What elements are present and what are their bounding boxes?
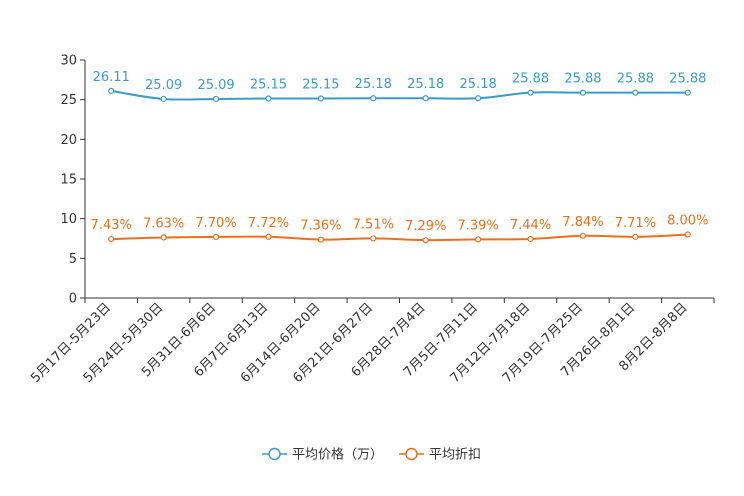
legend-marker-0[interactable]: [268, 447, 281, 461]
legend-marker-1[interactable]: [405, 447, 418, 461]
series-1-point[interactable]: [317, 236, 324, 243]
series-1-point[interactable]: [265, 233, 272, 240]
series-0-point[interactable]: [632, 89, 639, 96]
y-tick-label: 30: [60, 54, 77, 69]
series-1-point[interactable]: [684, 231, 691, 238]
series-0-data-label: 25.15: [250, 77, 287, 92]
series-0-point[interactable]: [212, 95, 220, 103]
series-1-data-label: 7.63%: [143, 216, 184, 231]
series: [108, 87, 691, 244]
series-0-point[interactable]: [684, 89, 691, 96]
series-1-data-label: 8.00%: [667, 214, 708, 229]
series-line-1: [111, 233, 688, 242]
y-tick-label: 25: [60, 93, 77, 108]
series-1-point[interactable]: [160, 234, 167, 241]
series-0-data-label: 25.18: [355, 77, 392, 92]
y-tick-label: 5: [69, 252, 77, 267]
series-0-point[interactable]: [108, 87, 115, 94]
series-0-point[interactable]: [265, 95, 272, 102]
series-0-data-label: 25.15: [302, 77, 339, 92]
series-1-point[interactable]: [527, 235, 534, 243]
y-tick-label: 20: [60, 133, 77, 148]
series-0-data-label: 25.88: [669, 72, 706, 87]
series-0-data-label: 25.88: [617, 72, 654, 87]
series-0-data-label: 25.18: [460, 77, 497, 92]
series-0-data-label: 25.88: [512, 72, 549, 87]
series-1-point[interactable]: [579, 232, 587, 239]
series-1-data-label: 7.29%: [405, 219, 446, 234]
series-0-point[interactable]: [579, 89, 587, 96]
series-line-0: [111, 89, 688, 101]
data-labels: 26.11 25.09 25.09 25.15 25.15 25.18 25.18 25.18…: [91, 70, 709, 234]
series-1-point[interactable]: [108, 235, 115, 243]
series-0-point[interactable]: [527, 89, 534, 96]
series-1-data-label: 7.39%: [457, 218, 498, 233]
series-1-point[interactable]: [422, 237, 429, 244]
series-1-point[interactable]: [475, 236, 482, 243]
legend-label-0[interactable]: 平均价格（万）: [292, 447, 383, 463]
series-0-data-label: 25.09: [197, 78, 234, 93]
series-1-data-label: 7.51%: [353, 217, 394, 232]
series-1-data-label: 7.84%: [562, 215, 603, 230]
series-1-point[interactable]: [370, 235, 377, 242]
series-0-point[interactable]: [317, 95, 324, 102]
series-0-point[interactable]: [422, 95, 429, 102]
legend[interactable]: 平均价格（万） 平均折扣: [262, 447, 481, 463]
series-1-data-label: 7.72%: [248, 216, 289, 231]
series-1-point[interactable]: [212, 233, 220, 241]
y-tick-label: 0: [69, 292, 77, 307]
series-1-data-label: 7.43%: [91, 218, 132, 233]
y-tick-label: 15: [60, 173, 77, 188]
series-0-data-label: 25.09: [145, 78, 182, 93]
series-1-data-label: 7.70%: [195, 216, 236, 231]
series-0-data-label: 25.18: [407, 77, 444, 92]
series-1-data-label: 7.44%: [510, 218, 551, 233]
series-1-data-label: 7.71%: [615, 216, 656, 231]
series-0-data-label: 25.88: [564, 72, 601, 87]
series-1-data-label: 7.36%: [300, 219, 341, 234]
series-1-point[interactable]: [632, 233, 639, 240]
series-0-data-label: 26.11: [93, 70, 130, 85]
legend-label-1[interactable]: 平均折扣: [429, 448, 481, 463]
y-tick-label: 10: [60, 212, 77, 227]
series-0-point[interactable]: [475, 95, 482, 102]
series-0-point[interactable]: [160, 95, 167, 103]
series-0-point[interactable]: [370, 95, 377, 102]
